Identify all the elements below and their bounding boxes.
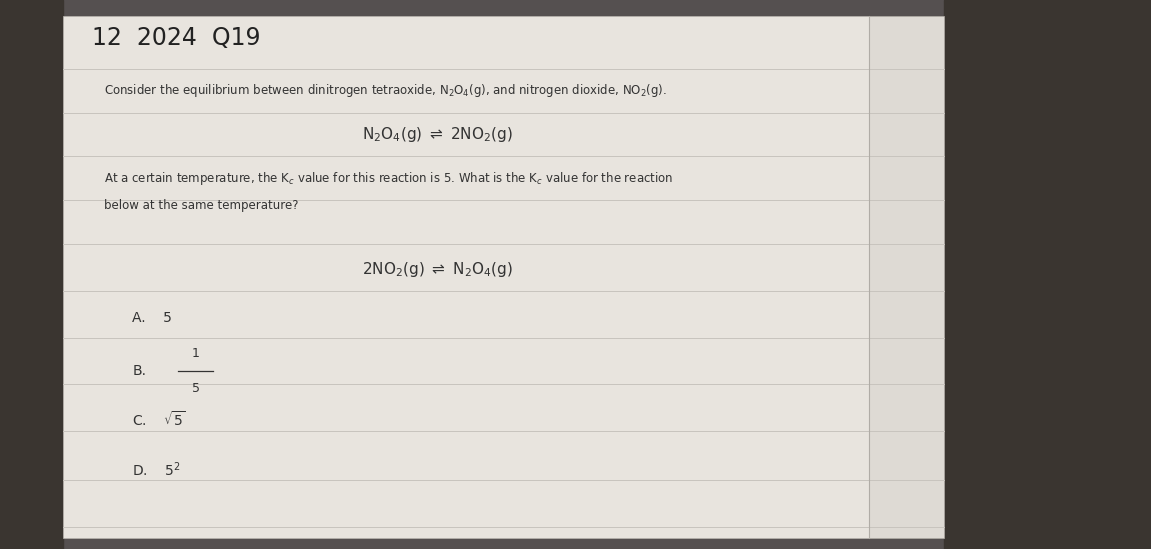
Text: 5: 5 [192,382,199,395]
Text: D.    $5^2$: D. $5^2$ [132,460,182,479]
Text: A.    5: A. 5 [132,311,173,326]
Bar [944,0,1151,549]
Bar [869,16,944,538]
Text: B.: B. [132,363,146,378]
Text: 12  2024  Q19: 12 2024 Q19 [92,26,260,51]
Text: 2NO$_2$(g) $\rightleftharpoons$ N$_2$O$_4$(g): 2NO$_2$(g) $\rightleftharpoons$ N$_2$O$_… [361,260,513,278]
Text: below at the same temperature?: below at the same temperature? [104,199,298,212]
Text: At a certain temperature, the K$_c$ value for this reaction is 5. What is the K$: At a certain temperature, the K$_c$ valu… [104,170,673,187]
Text: C.    $\sqrt{5}$: C. $\sqrt{5}$ [132,411,186,429]
Text: N$_2$O$_4$(g) $\rightleftharpoons$ 2NO$_2$(g): N$_2$O$_4$(g) $\rightleftharpoons$ 2NO$_… [361,125,513,144]
Bar [0,0,63,549]
Bar [63,16,869,538]
Text: Consider the equilibrium between dinitrogen tetraoxide, N$_2$O$_4$(g), and nitro: Consider the equilibrium between dinitro… [104,82,666,99]
Text: 1: 1 [192,346,199,360]
